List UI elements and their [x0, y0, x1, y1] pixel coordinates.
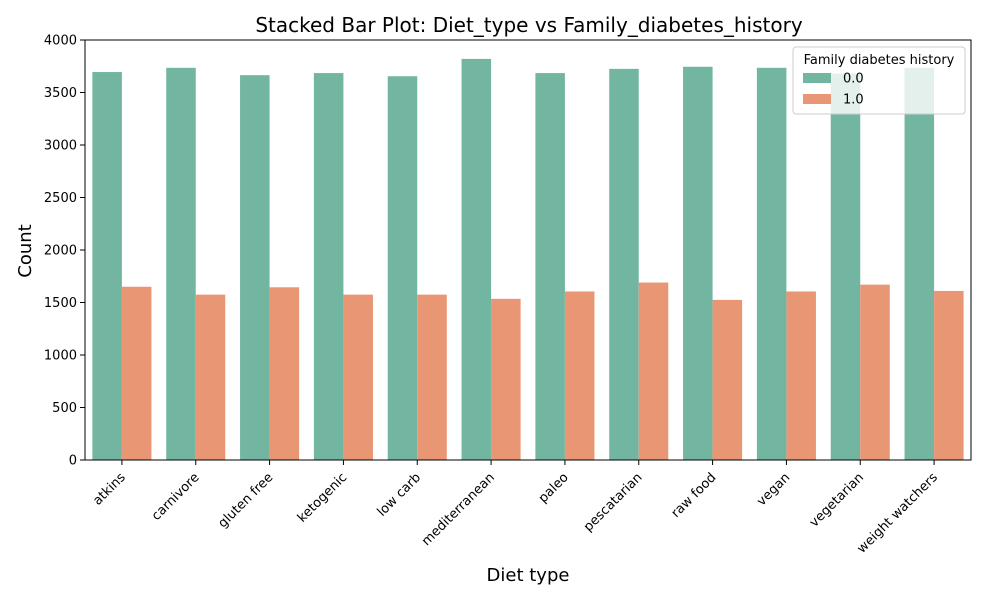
x-tick-label: raw food	[669, 470, 720, 521]
chart-title: Stacked Bar Plot: Diet_type vs Family_di…	[255, 13, 802, 37]
bar-ketogenic-0.0	[313, 73, 344, 460]
bar-vegetarian-1.0	[860, 284, 890, 460]
bar-carnivore-0.0	[166, 67, 196, 460]
y-tick-label: 2500	[44, 191, 77, 206]
bar-raw-food-1.0	[712, 299, 743, 461]
bar-pescatarian-0.0	[609, 68, 639, 461]
legend-swatch-1.0	[803, 94, 831, 104]
y-tick-label: 1500	[44, 296, 77, 311]
bar-mediterranean-1.0	[491, 298, 521, 460]
bar-gluten-free-0.0	[240, 75, 270, 461]
x-tick-label: vegan	[754, 470, 793, 509]
bar-vegan-0.0	[756, 67, 787, 460]
x-axis-label: Diet type	[487, 565, 570, 586]
bar-atkins-0.0	[92, 72, 122, 460]
bar-atkins-1.0	[121, 286, 152, 460]
y-tick-label: 3500	[44, 86, 77, 101]
x-tick-label: vegetarian	[807, 470, 867, 530]
x-tick-label: carnivore	[149, 470, 203, 524]
bar-low-carb-1.0	[417, 294, 447, 461]
x-tick-label: paleo	[536, 470, 572, 506]
y-tick-label: 0	[69, 454, 77, 469]
legend: Family diabetes history 0.0 1.0	[792, 46, 966, 115]
bar-ketogenic-1.0	[343, 294, 373, 461]
x-tick-label: atkins	[90, 470, 128, 508]
x-tick-label: mediterranean	[419, 470, 498, 549]
legend-title: Family diabetes history	[804, 53, 955, 68]
y-tick-label: 1000	[44, 349, 77, 364]
y-tick-label: 3000	[44, 139, 77, 154]
bar-low-carb-0.0	[387, 76, 418, 460]
x-tick-label: pescatarian	[581, 470, 646, 535]
legend-label-1.0: 1.0	[843, 93, 864, 108]
x-tick-label: gluten free	[215, 470, 276, 531]
bar-weight-watchers-1.0	[934, 290, 964, 460]
bar-paleo-0.0	[535, 73, 565, 460]
bar-weight-watchers-0.0	[904, 67, 935, 460]
legend-label-0.0: 0.0	[843, 72, 864, 87]
y-axis-label: Count	[15, 224, 36, 277]
bar-pescatarian-1.0	[638, 282, 669, 460]
legend-frame	[792, 46, 966, 115]
y-tick-label: 500	[52, 401, 77, 416]
legend-swatch-0.0	[803, 73, 831, 83]
y-tick-label: 2000	[44, 244, 77, 259]
x-tick-label: weight watchers	[855, 470, 942, 557]
bar-raw-food-0.0	[683, 66, 713, 461]
bar-gluten-free-1.0	[269, 287, 300, 460]
x-tick-label: ketogenic	[295, 470, 350, 525]
bar-vegetarian-0.0	[830, 73, 861, 460]
bar-mediterranean-0.0	[461, 58, 492, 461]
bar-vegan-1.0	[786, 291, 816, 460]
bar-carnivore-1.0	[195, 294, 226, 461]
bar-paleo-1.0	[564, 291, 595, 460]
y-tick-label: 4000	[44, 34, 77, 49]
x-tick-label: low carb	[375, 470, 425, 520]
